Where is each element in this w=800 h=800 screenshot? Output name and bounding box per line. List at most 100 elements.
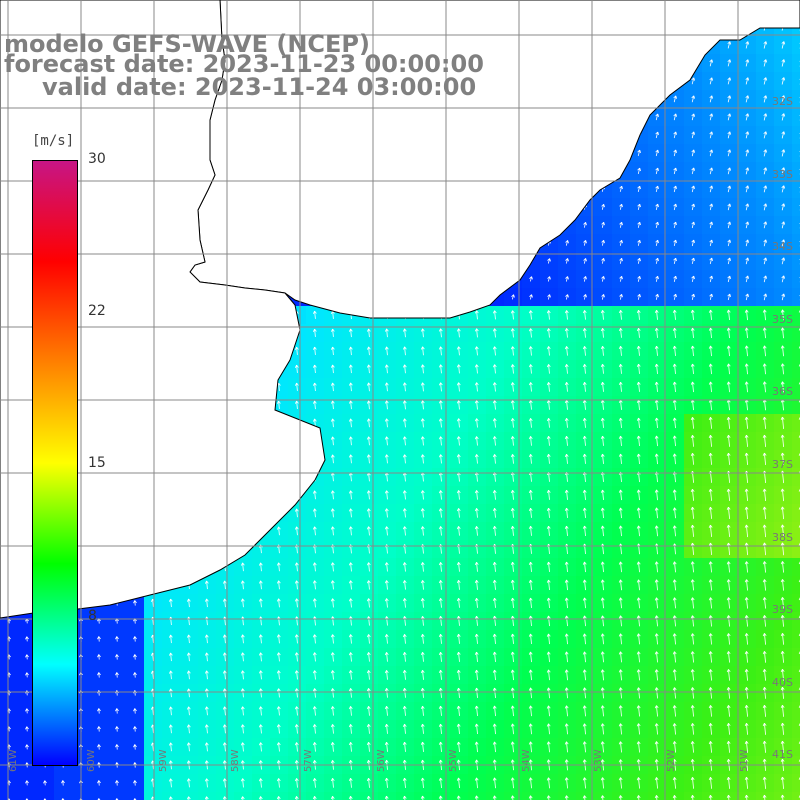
wind-arrow-head (745, 113, 750, 117)
wind-arrow-head (600, 310, 605, 314)
wind-arrow (565, 276, 569, 282)
wind-cell (792, 54, 800, 72)
wind-arrow (619, 186, 623, 192)
wind-arrow (727, 113, 731, 121)
wind-arrow-head (619, 203, 623, 208)
wind-arrow-head (781, 77, 786, 81)
wind-arrow-head (637, 257, 641, 262)
wind-cell (792, 558, 800, 576)
wind-arrow (637, 294, 641, 300)
wind-arrow (673, 203, 677, 211)
wind-arrow (691, 257, 695, 265)
wind-arrow (529, 276, 533, 282)
wind-arrow (565, 294, 569, 300)
wind-cell (792, 594, 800, 612)
wind-cell (792, 324, 800, 342)
wind-arrow-head (456, 328, 461, 332)
wind-arrow (710, 327, 712, 339)
wind-arrow (781, 275, 785, 283)
wind-arrow-head (546, 310, 551, 314)
wind-arrow (691, 294, 695, 300)
wind-arrow-head (763, 41, 768, 45)
wind-arrow (350, 328, 352, 338)
wind-arrow (476, 328, 478, 338)
wind-cell (396, 792, 414, 800)
wind-arrow (673, 276, 677, 282)
wind-arrow (601, 276, 605, 282)
wind-arrow-head (763, 95, 768, 99)
wind-arrow (512, 310, 514, 320)
wind-arrow (673, 185, 677, 193)
wind-arrow (691, 221, 695, 229)
wind-arrow (763, 113, 767, 121)
wind-arrow (332, 311, 334, 319)
wind-cell (792, 414, 800, 432)
wind-arrow (673, 294, 677, 300)
wind-arrow (547, 294, 551, 300)
wind-arrow (673, 95, 677, 103)
wind-arrow (745, 149, 749, 157)
wind-arrow (476, 310, 478, 320)
wind-arrow (728, 309, 730, 321)
wind-arrow-head (655, 149, 660, 153)
wind-arrow-head (781, 293, 786, 297)
wind-cell (792, 126, 800, 144)
wind-arrow-head (673, 293, 677, 298)
wind-arrow (709, 293, 713, 301)
wind-arrow-head (619, 276, 623, 280)
wind-cell (792, 720, 800, 738)
wind-arrow-head (672, 327, 677, 331)
wind-arrow (530, 328, 532, 338)
wind-arrow (745, 185, 749, 193)
wind-arrow (763, 131, 767, 139)
wind-arrow (440, 328, 442, 338)
wind-arrow-head (673, 185, 678, 189)
wind-arrow (655, 113, 659, 121)
wind-arrow (745, 275, 749, 283)
wind-arrow (763, 41, 767, 49)
wind-arrow (727, 185, 731, 193)
wind-cell (198, 792, 216, 800)
wind-arrow-head (673, 167, 678, 171)
wind-arrow (763, 257, 767, 265)
wind-arrow-head (691, 131, 696, 135)
wind-arrow-head (583, 258, 587, 262)
wind-arrow-head (492, 310, 497, 314)
wind-arrow-head (781, 131, 786, 135)
wind-arrow (655, 222, 659, 228)
wind-arrow (727, 77, 731, 85)
wind-arrow (637, 167, 641, 175)
wind-arrow-head (601, 276, 605, 280)
wind-arrow (727, 167, 731, 175)
wind-arrow (745, 167, 749, 175)
wind-arrow (709, 113, 713, 121)
wind-arrow (548, 328, 550, 338)
wind-arrow (547, 276, 551, 282)
wind-arrow-head (654, 327, 659, 332)
wind-cell (792, 666, 800, 684)
wind-arrow-head (655, 275, 659, 280)
wind-arrow-head (727, 113, 732, 117)
wind-arrow-head (673, 131, 678, 135)
wind-arrow (619, 240, 623, 246)
wind-cell (792, 522, 800, 540)
wind-arrow (691, 203, 695, 211)
wind-arrow-head (637, 275, 641, 280)
wind-arrow-head (691, 113, 696, 117)
wind-arrow-head (726, 309, 731, 313)
wind-arrow-head (583, 276, 587, 280)
wind-arrow-head (564, 310, 569, 314)
wind-arrow (727, 203, 731, 211)
wind-cell (90, 792, 108, 800)
wind-arrow-head (763, 59, 768, 63)
wind-arrow (727, 221, 731, 229)
wind-arrow (727, 59, 731, 67)
wind-arrow-head (655, 131, 660, 135)
wind-arrow (583, 240, 587, 246)
wind-cell (792, 486, 800, 504)
wind-arrow (709, 149, 713, 157)
wind-arrow (710, 309, 712, 321)
wind-cell (36, 792, 54, 800)
wind-arrow (781, 239, 785, 247)
wind-arrow (691, 275, 695, 283)
